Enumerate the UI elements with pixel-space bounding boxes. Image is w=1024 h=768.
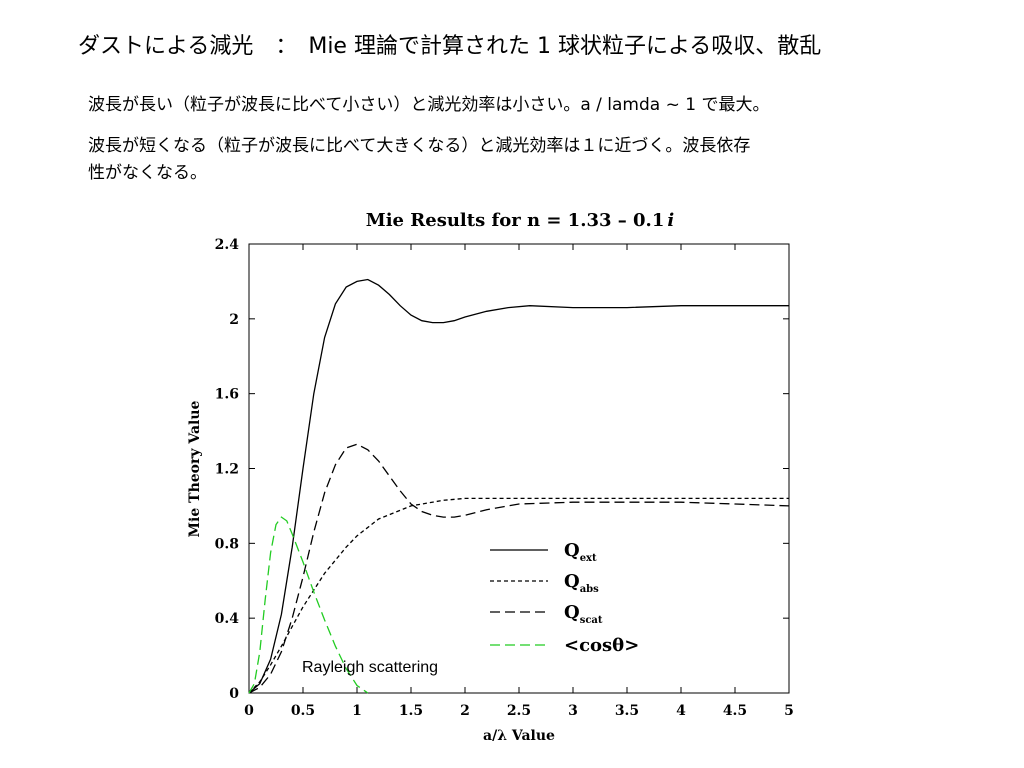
y-tick-label: 2.4 <box>215 237 240 253</box>
y-tick-label: 0.8 <box>215 536 239 552</box>
y-tick-label: 0.4 <box>215 611 240 627</box>
chart-title: Mie Results for n = 1.33 – 0.1 i <box>366 210 675 231</box>
y-tick-label: 2 <box>229 312 239 328</box>
slide-title: ダストによる減光 ： Mie 理論で計算された 1 球状粒子による吸収、散乱 <box>78 34 822 59</box>
x-tick-label: 4.5 <box>723 703 747 719</box>
legend-label: Qext <box>564 540 597 564</box>
x-tick-label: 2.5 <box>507 703 531 719</box>
x-tick-label: 1.5 <box>399 703 423 719</box>
x-tick-label: 5 <box>784 703 794 719</box>
body-line-2: 波長が短くなる（粒子が波長に比べて大きくなる）と減光効率は１に近づく。波長依存 <box>88 136 751 156</box>
legend-label: <cosθ> <box>564 635 639 656</box>
y-tick-label: 0 <box>229 686 239 702</box>
series-line-qabs <box>248 497 789 694</box>
y-axis-label: Mie Theory Value <box>187 400 203 537</box>
x-tick-label: 4 <box>676 703 686 719</box>
plot-frame <box>248 243 790 694</box>
legend-label: Qscat <box>564 602 603 626</box>
series-layer <box>248 278 790 694</box>
x-tick-label: 0.5 <box>291 703 315 719</box>
x-tick-labels: 0 0.5 1 1.5 2 2.5 3 3.5 4 4.5 5 <box>244 703 794 719</box>
series-line-qext <box>248 278 789 694</box>
body-line-3: 性がなくなる。 <box>88 163 207 183</box>
x-tick-label: 1 <box>352 703 362 719</box>
y-tick-labels: 0 0.4 0.8 1.2 1.6 2 2.4 <box>215 237 240 702</box>
rayleigh-annotation: Rayleigh scattering <box>302 659 438 676</box>
legend-label: Qabs <box>564 571 599 595</box>
x-tick-label: 2 <box>460 703 470 719</box>
x-axis-label: a/λ Value <box>483 728 555 744</box>
series-line-qscat <box>248 443 790 694</box>
x-tick-label: 3.5 <box>615 703 639 719</box>
body-line-1: 波長が長い（粒子が波長に比べて小さい）と減光効率は小さい。a / lamda ~… <box>88 95 770 115</box>
x-tick-label: 3 <box>568 703 578 719</box>
x-tick-label: 0 <box>244 703 254 719</box>
series-line-cos <box>248 516 369 694</box>
legend: Qext Qabs Qscat <cosθ> <box>490 540 639 656</box>
axis-ticks <box>248 243 790 694</box>
y-tick-label: 1.6 <box>215 387 239 403</box>
y-tick-label: 1.2 <box>215 462 239 478</box>
